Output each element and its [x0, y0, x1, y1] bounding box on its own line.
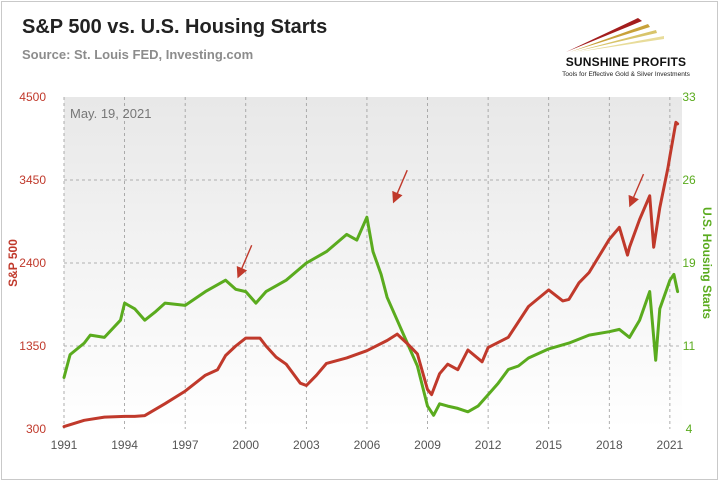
x-tick-label: 2006	[354, 438, 381, 452]
x-tick-label: 1991	[51, 438, 78, 452]
y-right-tick-label: 4	[686, 422, 693, 436]
y-left-tick-label: 300	[26, 422, 46, 436]
y-right-tick-label: 33	[682, 90, 696, 104]
logo-name: SUNSHINE PROFITS	[565, 55, 687, 69]
y-left-tick-label: 2400	[19, 256, 46, 270]
y-right-label: U.S. Housing Starts	[700, 207, 714, 319]
x-tick-label: 1997	[172, 438, 199, 452]
arrow-annotation	[236, 245, 253, 279]
sp500-line	[62, 120, 680, 429]
x-tick-label: 2000	[232, 438, 259, 452]
y-right-tick-label: 26	[682, 173, 696, 187]
x-tick-label: 2003	[293, 438, 320, 452]
arrow-annotation	[628, 173, 645, 208]
brand-logo: SUNSHINE PROFITS Tools for Effective Gol…	[556, 14, 706, 84]
x-tick-label: 2015	[535, 438, 562, 452]
logo-tagline: Tools for Effective Gold & Silver Invest…	[562, 71, 690, 78]
sun-rays-icon	[566, 18, 664, 52]
chart-title: S&P 500 vs. U.S. Housing Starts	[22, 16, 328, 38]
housing-starts-line	[62, 215, 680, 417]
y-left-tick-label: 4500	[19, 90, 46, 104]
y-left-tick-label: 3450	[19, 173, 46, 187]
y-right-tick-label: 11	[683, 339, 696, 353]
date-annotation: May. 19, 2021	[70, 106, 151, 121]
x-tick-label: 2018	[596, 438, 623, 452]
arrow-annotation	[392, 169, 408, 204]
y-left-tick-label: 1350	[19, 339, 46, 353]
x-tick-label: 2009	[414, 438, 441, 452]
x-tick-label: 1994	[111, 438, 138, 452]
y-left-label: S&P 500	[6, 239, 20, 287]
x-tick-label: 2012	[475, 438, 502, 452]
x-tick-label: 2021	[657, 438, 684, 452]
chart-subtitle: Source: St. Louis FED, Investing.com	[22, 47, 254, 62]
y-right-tick-label: 19	[682, 256, 696, 270]
